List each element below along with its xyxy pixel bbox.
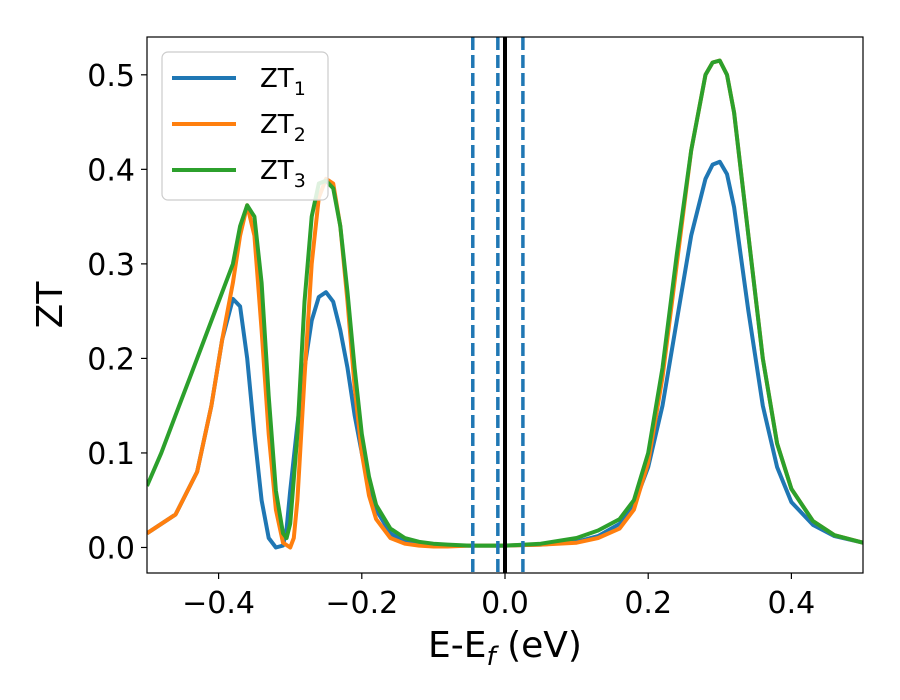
x-tick-label: 0.0 — [481, 586, 529, 621]
y-tick-label: 0.3 — [87, 248, 135, 283]
x-axis-title-main: E-E — [428, 625, 486, 666]
x-axis-title: E-Ef (eV) — [428, 625, 582, 672]
y-tick-label: 0.0 — [87, 531, 135, 566]
legend-label-zt2: ZT2 — [260, 110, 306, 146]
x-tick-label: 0.4 — [768, 586, 816, 621]
legend-label-zt3: ZT3 — [260, 156, 306, 192]
y-axis-title: ZT — [30, 281, 71, 329]
x-tick-label: −0.2 — [325, 586, 398, 621]
legend-label-zt2-sub: 2 — [294, 124, 306, 146]
legend: ZT1 ZT2 ZT3 — [161, 51, 329, 201]
legend-frame — [161, 51, 329, 201]
y-tick-label: 0.4 — [87, 153, 135, 188]
y-tick-label: 0.2 — [87, 342, 135, 377]
legend-label-zt1-main: ZT — [260, 64, 294, 94]
x-tick-label: 0.2 — [624, 586, 672, 621]
y-tick-label: 0.5 — [87, 59, 135, 94]
legend-label-zt1: ZT1 — [260, 64, 306, 100]
legend-label-zt3-main: ZT — [260, 156, 294, 186]
y-tick-label: 0.1 — [87, 437, 135, 472]
x-tick-label: −0.4 — [182, 586, 255, 621]
series-line-zt3 — [147, 58, 863, 548]
legend-label-zt3-sub: 3 — [294, 170, 306, 192]
x-axis-title-unit: (eV) — [496, 625, 582, 666]
legend-label-zt1-sub: 1 — [294, 78, 306, 100]
legend-label-zt2-main: ZT — [260, 110, 294, 140]
series-line-zt1 — [147, 159, 863, 550]
